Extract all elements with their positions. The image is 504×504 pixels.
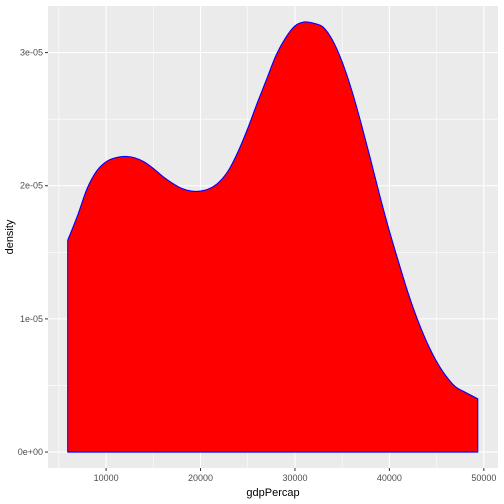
x-axis: 10000 20000 30000 40000 50000 xyxy=(94,468,496,483)
x-tick-label: 40000 xyxy=(377,473,402,483)
x-tick-label: 30000 xyxy=(282,473,307,483)
y-tick-label: 1e-05 xyxy=(20,314,43,324)
y-axis-title: density xyxy=(4,219,16,254)
x-tick-label: 50000 xyxy=(471,473,496,483)
x-tick-label: 10000 xyxy=(94,473,119,483)
y-axis: 0e+00 1e-05 2e-05 3e-05 xyxy=(18,48,48,457)
x-axis-title: gdpPercap xyxy=(246,487,299,499)
y-tick-label: 0e+00 xyxy=(18,447,43,457)
density-area xyxy=(67,21,479,453)
y-tick-label: 2e-05 xyxy=(20,181,43,191)
x-tick-label: 20000 xyxy=(188,473,213,483)
y-tick-label: 3e-05 xyxy=(20,48,43,58)
